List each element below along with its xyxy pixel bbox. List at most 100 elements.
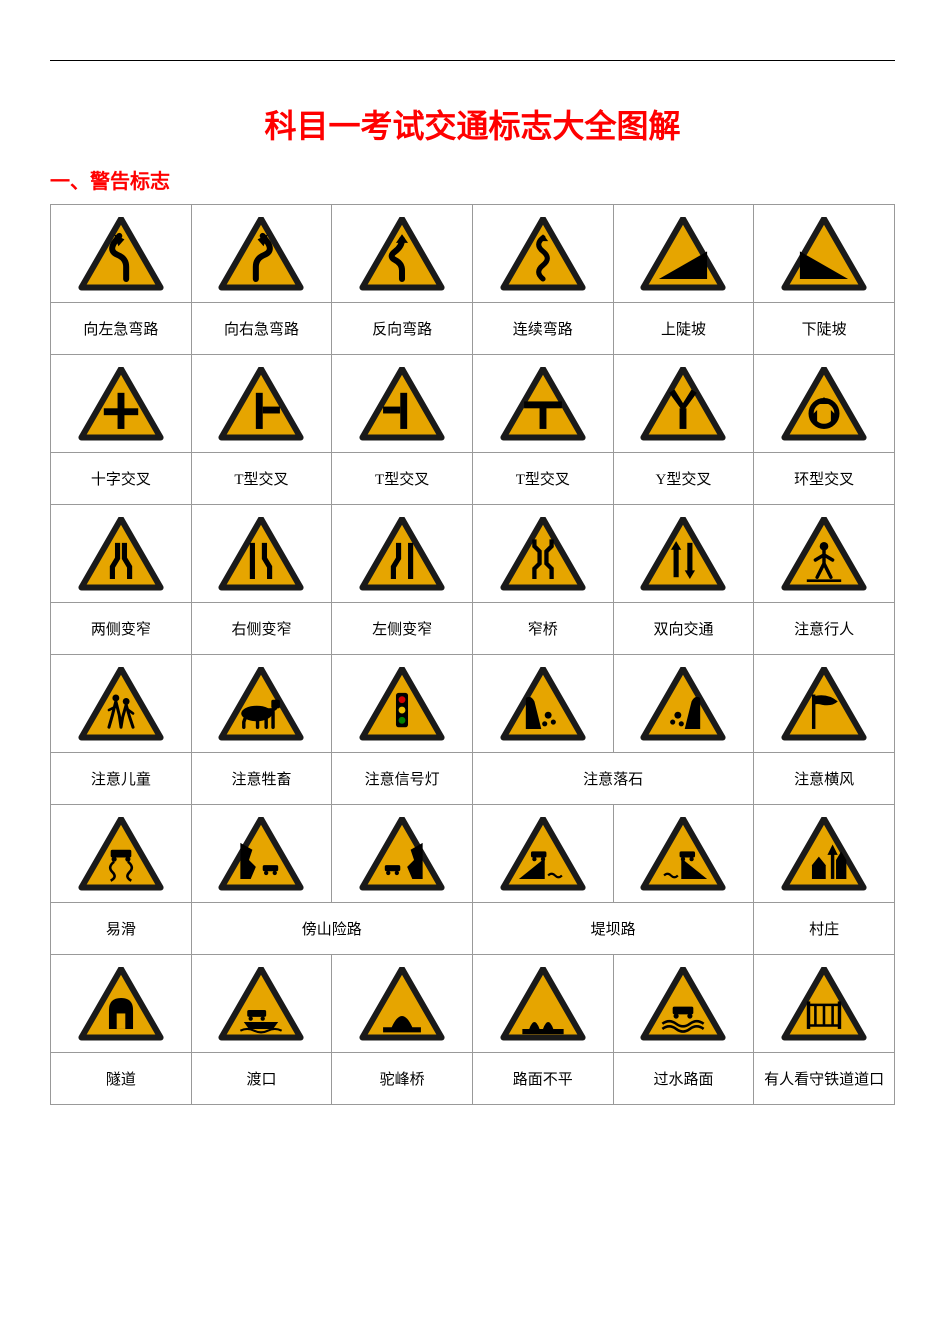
sign-label: 十字交叉 (51, 453, 192, 505)
warning-triangle-icon (332, 655, 472, 752)
sign-icon-cell (613, 655, 754, 753)
sign-icon-cell (191, 355, 332, 453)
sign-label: 注意落石 (472, 753, 753, 805)
warning-triangle-icon (51, 955, 191, 1052)
sign-label: 注意信号灯 (332, 753, 473, 805)
warning-triangle-icon (614, 805, 754, 902)
warning-triangle-icon (754, 355, 894, 452)
warning-triangle-icon (332, 805, 472, 902)
warning-triangle-icon (192, 355, 332, 452)
sign-label: 渡口 (191, 1053, 332, 1105)
warning-triangle-icon (473, 355, 613, 452)
sign-icon-cell (332, 355, 473, 453)
sign-icon-cell (754, 805, 895, 903)
page-title: 科目一考试交通标志大全图解 (50, 101, 895, 147)
warning-triangle-icon (51, 655, 191, 752)
warning-triangle-icon (754, 205, 894, 302)
sign-icon-cell (754, 955, 895, 1053)
sign-icon-cell (754, 205, 895, 303)
sign-label: 左侧变窄 (332, 603, 473, 655)
warning-triangle-icon (614, 205, 754, 302)
sign-icon-cell (472, 955, 613, 1053)
sign-icon-cell (613, 205, 754, 303)
warning-triangle-icon (51, 355, 191, 452)
sign-label: 过水路面 (613, 1053, 754, 1105)
sign-icon-cell (51, 805, 192, 903)
sign-icon-cell (472, 205, 613, 303)
sign-label: 村庄 (754, 903, 895, 955)
warning-triangle-icon (192, 805, 332, 902)
sign-label: 反向弯路 (332, 303, 473, 355)
sign-icon-cell (332, 655, 473, 753)
sign-icon-cell (191, 655, 332, 753)
warning-triangle-icon (51, 205, 191, 302)
sign-icon-cell (332, 505, 473, 603)
sign-icon-cell (472, 655, 613, 753)
sign-label: 驼峰桥 (332, 1053, 473, 1105)
sign-label: 易滑 (51, 903, 192, 955)
sign-label: 注意行人 (754, 603, 895, 655)
warning-triangle-icon (332, 505, 472, 602)
sign-label: 环型交叉 (754, 453, 895, 505)
sign-icon-cell (613, 355, 754, 453)
sign-label: T型交叉 (191, 453, 332, 505)
sign-icon-cell (191, 205, 332, 303)
warning-triangle-icon (614, 355, 754, 452)
warning-triangle-icon (332, 955, 472, 1052)
warning-triangle-icon (332, 205, 472, 302)
warning-triangle-icon (473, 505, 613, 602)
sign-icon-cell (472, 355, 613, 453)
sign-icon-cell (613, 805, 754, 903)
warning-triangle-icon (754, 505, 894, 602)
sign-icon-cell (51, 955, 192, 1053)
sign-label: T型交叉 (332, 453, 473, 505)
warning-triangle-icon (614, 955, 754, 1052)
sign-icon-cell (754, 505, 895, 603)
sign-icon-cell (191, 505, 332, 603)
sign-icon-cell (51, 355, 192, 453)
sign-label: 路面不平 (472, 1053, 613, 1105)
sign-icon-cell (51, 655, 192, 753)
warning-signs-table: 向左急弯路向右急弯路反向弯路连续弯路上陡坡下陡坡 十字交叉T型交叉T型交叉T型交… (50, 204, 895, 1105)
warning-triangle-icon (51, 805, 191, 902)
sign-label: 向左急弯路 (51, 303, 192, 355)
sign-label: 有人看守铁道道口 (754, 1053, 895, 1105)
warning-triangle-icon (473, 805, 613, 902)
document-page: 科目一考试交通标志大全图解 一、警告标志 向左急弯路向右急弯路反向弯路连续弯路上… (0, 0, 945, 1145)
warning-triangle-icon (473, 655, 613, 752)
sign-icon-cell (332, 805, 473, 903)
sign-label: 连续弯路 (472, 303, 613, 355)
sign-label: 右侧变窄 (191, 603, 332, 655)
warning-triangle-icon (332, 355, 472, 452)
sign-label: 傍山险路 (191, 903, 472, 955)
sign-icon-cell (472, 805, 613, 903)
sign-icon-cell (472, 505, 613, 603)
warning-triangle-icon (192, 655, 332, 752)
warning-triangle-icon (754, 955, 894, 1052)
sign-label: 向右急弯路 (191, 303, 332, 355)
warning-triangle-icon (754, 655, 894, 752)
warning-triangle-icon (614, 505, 754, 602)
sign-label: 两侧变窄 (51, 603, 192, 655)
warning-triangle-icon (192, 205, 332, 302)
sign-label: 注意牲畜 (191, 753, 332, 805)
sign-label: 堤坝路 (472, 903, 753, 955)
sign-label: Y型交叉 (613, 453, 754, 505)
sign-icon-cell (613, 955, 754, 1053)
sign-icon-cell (332, 955, 473, 1053)
sign-icon-cell (51, 505, 192, 603)
sign-icon-cell (332, 205, 473, 303)
sign-label: 上陡坡 (613, 303, 754, 355)
warning-triangle-icon (51, 505, 191, 602)
sign-label: 隧道 (51, 1053, 192, 1105)
sign-icon-cell (613, 505, 754, 603)
sign-icon-cell (754, 355, 895, 453)
sign-label: 注意儿童 (51, 753, 192, 805)
sign-icon-cell (51, 205, 192, 303)
sign-label: 窄桥 (472, 603, 613, 655)
warning-triangle-icon (192, 505, 332, 602)
sign-icon-cell (754, 655, 895, 753)
sign-label: 双向交通 (613, 603, 754, 655)
sign-icon-cell (191, 805, 332, 903)
warning-triangle-icon (473, 205, 613, 302)
